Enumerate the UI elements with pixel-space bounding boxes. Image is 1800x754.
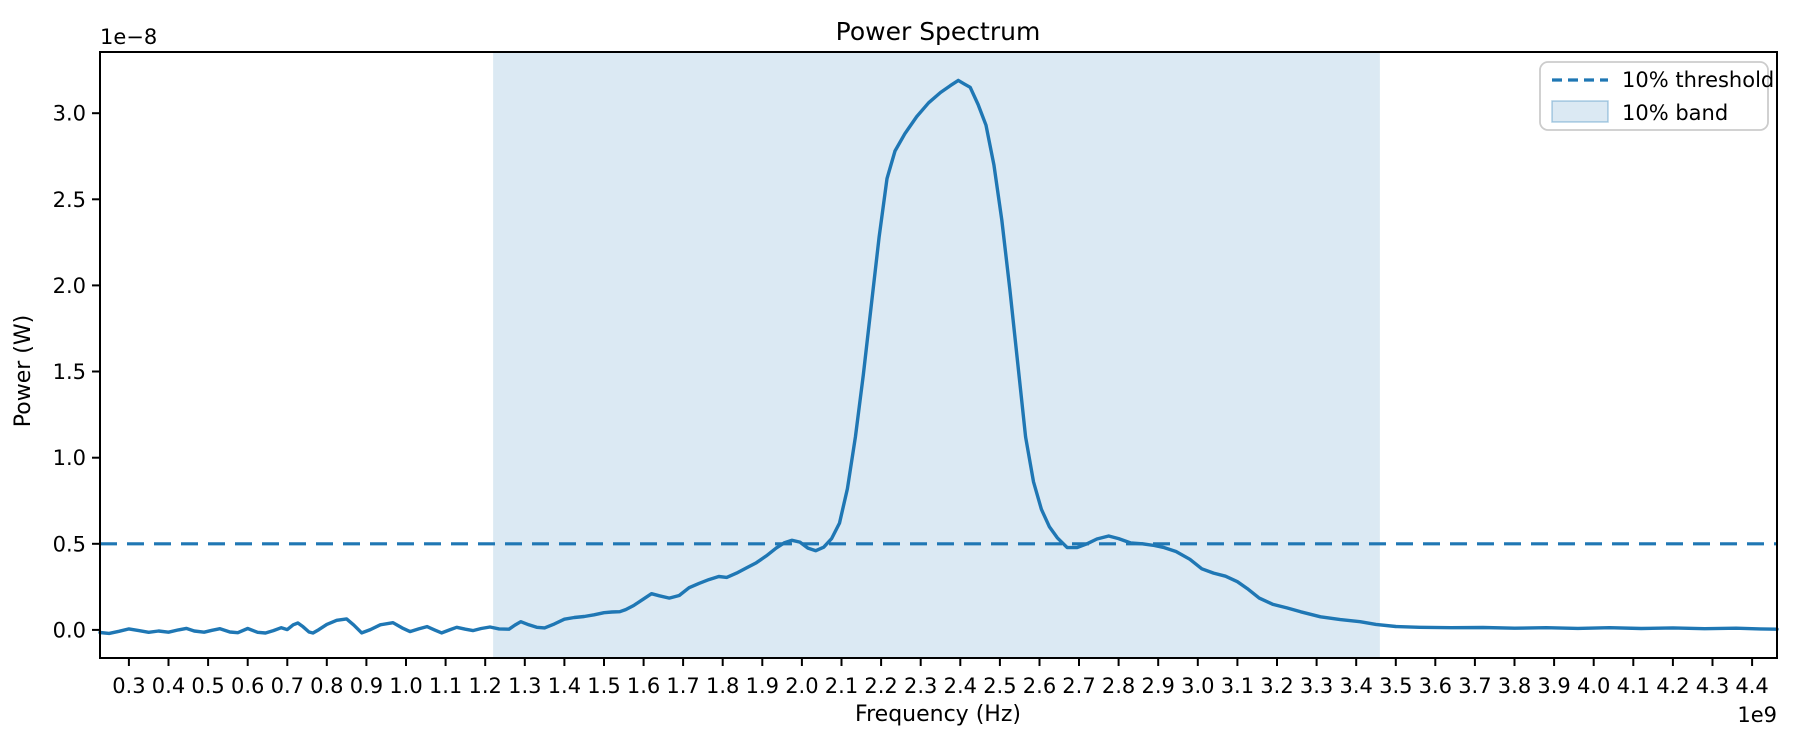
y-axis-ticks: 0.0 0.5 1.0 1.5 2.0 2.5 3.0 xyxy=(53,102,100,642)
x-tick-label: 1.3 xyxy=(508,674,541,698)
x-tick-label: 1.1 xyxy=(429,674,462,698)
x-tick-label: 2.6 xyxy=(1023,674,1056,698)
chart-title: Power Spectrum xyxy=(836,17,1041,46)
x-tick-label: 3.3 xyxy=(1300,674,1333,698)
x-tick-label: 2.2 xyxy=(864,674,897,698)
x-tick-label: 4.0 xyxy=(1577,674,1610,698)
x-tick-label: 2.3 xyxy=(904,674,937,698)
legend-entry-threshold: 10% threshold xyxy=(1622,68,1774,92)
x-tick-label: 3.4 xyxy=(1339,674,1372,698)
x-tick-label: 2.7 xyxy=(1062,674,1095,698)
legend: 10% threshold 10% band xyxy=(1539,61,1774,131)
y-tick-label: 0.5 xyxy=(53,532,86,556)
legend-box xyxy=(1539,61,1769,131)
x-tick-label: 1.4 xyxy=(548,674,581,698)
x-tick-label: 4.4 xyxy=(1735,674,1768,698)
x-tick-label: 3.9 xyxy=(1537,674,1570,698)
x-tick-label: 2.9 xyxy=(1141,674,1174,698)
x-tick-label: 0.3 xyxy=(112,674,145,698)
x-tick-label: 2.5 xyxy=(983,674,1016,698)
x-tick-label: 1.5 xyxy=(587,674,620,698)
x-tick-label: 4.2 xyxy=(1656,674,1689,698)
x-tick-label: 1.8 xyxy=(706,674,739,698)
x-tick-label: 1.6 xyxy=(627,674,660,698)
x-tick-label: 1.7 xyxy=(666,674,699,698)
x-tick-label: 0.9 xyxy=(350,674,383,698)
x-tick-label: 3.0 xyxy=(1181,674,1214,698)
y-tick-label: 0.0 xyxy=(53,618,86,642)
x-tick-label: 3.8 xyxy=(1498,674,1531,698)
x-tick-label: 3.2 xyxy=(1260,674,1293,698)
x-tick-label: 2.1 xyxy=(825,674,858,698)
y-tick-label: 2.5 xyxy=(53,188,86,212)
y-tick-label: 3.0 xyxy=(53,102,86,126)
y-tick-label: 1.5 xyxy=(53,360,86,384)
x-tick-label: 2.4 xyxy=(944,674,977,698)
x-tick-label: 3.7 xyxy=(1458,674,1491,698)
plot-border xyxy=(99,51,1778,659)
x-tick-label: 3.1 xyxy=(1221,674,1254,698)
y-tick-label: 2.0 xyxy=(53,274,86,298)
x-tick-label: 4.1 xyxy=(1617,674,1650,698)
spectrum-line xyxy=(98,78,1779,636)
x-tick-label: 4.3 xyxy=(1696,674,1729,698)
x-tick-label: 0.5 xyxy=(191,674,224,698)
x-tick-label: 1.9 xyxy=(746,674,779,698)
y-axis-offset-label: 1e−8 xyxy=(100,25,157,49)
legend-band-patch-icon xyxy=(1551,100,1609,123)
x-tick-label: 1.0 xyxy=(389,674,422,698)
x-tick-label: 0.4 xyxy=(152,674,185,698)
x-tick-label: 0.8 xyxy=(310,674,343,698)
x-tick-label: 3.5 xyxy=(1379,674,1412,698)
x-tick-label: 1.2 xyxy=(468,674,501,698)
x-tick-label: 2.8 xyxy=(1102,674,1135,698)
x-tick-label: 0.6 xyxy=(231,674,264,698)
highlight-band xyxy=(493,52,1380,658)
x-axis-ticks: 0.3 0.4 0.5 0.6 0.7 0.8 0.9 1.0 1.1 1.2 1.3 1.4 1.5 1… xyxy=(112,658,1769,698)
x-tick-label: 0.7 xyxy=(271,674,304,698)
x-tick-label: 3.6 xyxy=(1419,674,1452,698)
x-tick-label: 2.0 xyxy=(785,674,818,698)
legend-entry-band: 10% band xyxy=(1622,101,1728,125)
x-axis-label: Frequency (Hz) xyxy=(855,702,1021,727)
y-axis-label: Power (W) xyxy=(11,315,36,427)
y-tick-label: 1.0 xyxy=(53,446,86,470)
x-axis-offset-label: 1e9 xyxy=(1737,703,1777,727)
